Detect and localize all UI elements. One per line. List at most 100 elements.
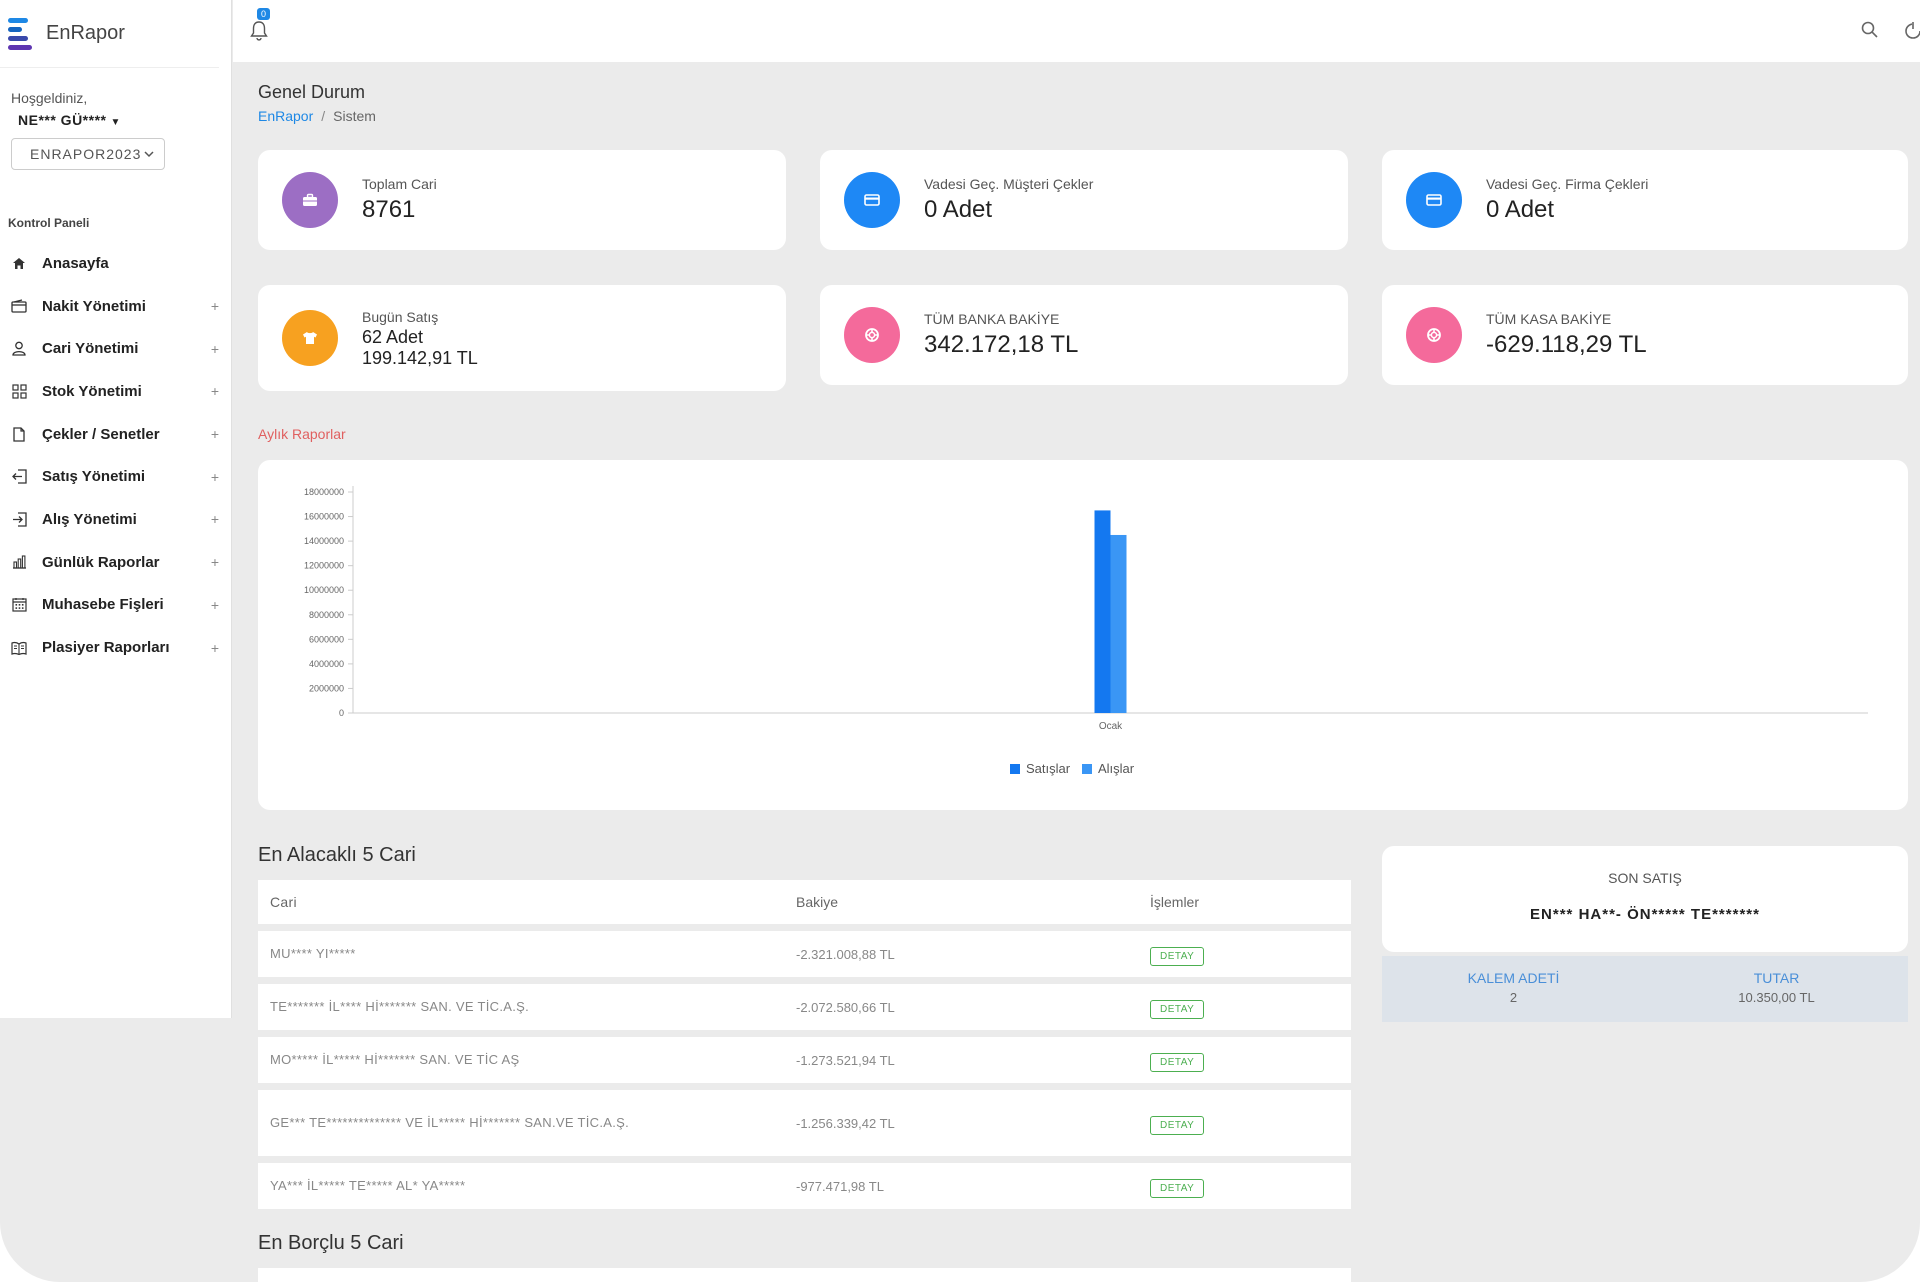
stat-label: TÜM KASA BAKİYE bbox=[1486, 311, 1612, 327]
y-tick-label: 0 bbox=[339, 708, 344, 718]
table-header: Cari Bakiye İşlemler bbox=[258, 880, 1351, 924]
son-satis-title: SON SATIŞ bbox=[1608, 870, 1682, 886]
detay-button[interactable]: DETAY bbox=[1150, 999, 1205, 1019]
sidebar-item-plasiyer[interactable]: Plasiyer Raporları + bbox=[0, 626, 231, 669]
expand-plus-icon[interactable]: + bbox=[210, 596, 219, 613]
sidebar-item-label: Alış Yönetimi bbox=[42, 510, 137, 528]
borclu-table-header bbox=[258, 1268, 1351, 1282]
breadcrumb-separator: / bbox=[321, 108, 326, 124]
stat-card-banka-bakiye[interactable]: TÜM BANKA BAKİYE 342.172,18 TL bbox=[820, 285, 1348, 385]
breadcrumb-root-link[interactable]: EnRapor bbox=[258, 108, 314, 124]
expand-plus-icon[interactable]: + bbox=[210, 298, 219, 315]
expand-plus-icon[interactable]: + bbox=[210, 468, 219, 485]
sidebar-item-cari[interactable]: Cari Yönetimi + bbox=[0, 327, 231, 370]
sidebar-item-muhasebe[interactable]: Muhasebe Fişleri + bbox=[0, 584, 231, 627]
expand-plus-icon[interactable]: + bbox=[210, 340, 219, 357]
bar-alislar-0[interactable] bbox=[1110, 534, 1127, 713]
sidebar-item-cekler[interactable]: Çekler / Senetler + bbox=[0, 413, 231, 456]
sign-out-icon bbox=[10, 469, 28, 484]
page-title: Genel Durum bbox=[258, 82, 366, 102]
detay-button[interactable]: DETAY bbox=[1150, 946, 1205, 966]
expand-plus-icon[interactable]: + bbox=[210, 426, 219, 443]
sidebar-item-nakit[interactable]: Nakit Yönetimi + bbox=[0, 285, 231, 328]
cell-bakiye: -977.471,98 TL bbox=[796, 1178, 884, 1194]
son-satis-customer: EN*** HA**- ÖN***** TE******* bbox=[1530, 906, 1760, 923]
power-icon[interactable] bbox=[1904, 20, 1920, 40]
brand-name: EnRapor bbox=[46, 22, 125, 44]
sidebar-item-label: Cari Yönetimi bbox=[42, 340, 139, 358]
cell-bakiye: -2.321.008,88 TL bbox=[796, 946, 895, 962]
monthly-bar-chart: 0 2000000 4000000 6000000 8000000 10000000 120… bbox=[304, 486, 1868, 776]
legend-swatch bbox=[1010, 764, 1020, 774]
expand-plus-icon[interactable]: + bbox=[210, 383, 219, 400]
search-icon[interactable] bbox=[1860, 20, 1880, 40]
welcome-text: Hoşgeldiniz, bbox=[11, 90, 88, 106]
expand-plus-icon[interactable]: + bbox=[210, 639, 219, 656]
legend-label[interactable]: Alışlar bbox=[1098, 761, 1135, 776]
stat-value-secondary: 199.142,91 TL bbox=[362, 348, 478, 368]
column-header-cari: Cari bbox=[270, 894, 297, 910]
section-title-borclu: En Borçlu 5 Cari bbox=[258, 1232, 404, 1254]
user-icon bbox=[10, 341, 28, 356]
cell-cari: GE*** TE************** VE İL***** Hİ****… bbox=[270, 1115, 629, 1130]
home-icon bbox=[10, 257, 28, 270]
sidebar-item-gunluk[interactable]: Günlük Raporlar + bbox=[0, 541, 231, 584]
expand-plus-icon[interactable]: + bbox=[210, 554, 219, 571]
detay-button[interactable]: DETAY bbox=[1150, 1178, 1205, 1198]
detay-button[interactable]: DETAY bbox=[1150, 1115, 1205, 1135]
cell-cari: YA*** İL***** TE***** AL* YA***** bbox=[270, 1178, 466, 1193]
y-tick-label: 16000000 bbox=[304, 512, 344, 522]
bar-satislar-0[interactable] bbox=[1094, 510, 1111, 713]
brand[interactable]: EnRapor bbox=[0, 0, 219, 68]
sidebar-item-label: Nakit Yönetimi bbox=[42, 297, 146, 315]
stat-card-kasa-bakiye[interactable]: TÜM KASA BAKİYE -629.118,29 TL bbox=[1382, 285, 1908, 385]
sidebar-item-label: Çekler / Senetler bbox=[42, 425, 160, 443]
legend-label[interactable]: Satışlar bbox=[1026, 761, 1071, 776]
stat-card-bugun-satis[interactable]: Bugün Satış 62 Adet 199.142,91 TL bbox=[258, 285, 786, 391]
tutar-label: TUTAR bbox=[1753, 970, 1800, 986]
y-tick-label: 6000000 bbox=[309, 634, 344, 644]
detay-button[interactable]: DETAY bbox=[1150, 1052, 1205, 1072]
sidebar-item-anasayfa[interactable]: Anasayfa bbox=[0, 242, 231, 285]
tutar-value: 10.350,00 TL bbox=[1738, 990, 1815, 1005]
sidebar-item-satis[interactable]: Satış Yönetimi + bbox=[0, 455, 231, 498]
nav-header: Kontrol Paneli bbox=[8, 216, 90, 230]
cell-bakiye: -1.256.339,42 TL bbox=[796, 1115, 895, 1131]
table-row: MO***** İL***** Hİ******* SAN. VE TİC AŞ… bbox=[258, 1037, 1351, 1083]
bell-icon[interactable] bbox=[249, 20, 269, 42]
sidebar-item-alis[interactable]: Alış Yönetimi + bbox=[0, 498, 231, 541]
stat-card-musteri-cekler[interactable]: Vadesi Geç. Müşteri Çekler 0 Adet bbox=[820, 150, 1348, 250]
stat-value: -629.118,29 TL bbox=[1486, 331, 1647, 358]
column-header-islemler: İşlemler bbox=[1150, 894, 1200, 910]
sidebar-item-label: Günlük Raporlar bbox=[42, 553, 160, 571]
cell-bakiye: -2.072.580,66 TL bbox=[796, 999, 895, 1015]
stat-card-toplam-cari[interactable]: Toplam Cari 8761 bbox=[258, 150, 786, 250]
user-menu[interactable]: NE*** GÜ**** ▼ bbox=[0, 106, 231, 128]
topbar: 0 bbox=[233, 0, 1920, 62]
stat-value: 342.172,18 TL bbox=[924, 331, 1079, 358]
sidebar-item-stok[interactable]: Stok Yönetimi + bbox=[0, 370, 231, 413]
stat-label: Vadesi Geç. Firma Çekleri bbox=[1486, 176, 1649, 192]
stat-label: Bugün Satış bbox=[362, 309, 439, 325]
y-tick-label: 8000000 bbox=[309, 610, 344, 620]
stat-value: 8761 bbox=[362, 196, 416, 223]
database-select[interactable]: ENRAPOR2023 bbox=[11, 138, 165, 170]
bar-chart-icon bbox=[10, 555, 28, 569]
sidebar-nav: Anasayfa Nakit Yönetimi + Cari Yönetimi … bbox=[0, 242, 231, 669]
stat-label: Toplam Cari bbox=[362, 176, 437, 192]
cell-cari: MO***** İL***** Hİ******* SAN. VE TİC AŞ bbox=[270, 1052, 520, 1067]
table-row: YA*** İL***** TE***** AL* YA***** -977.4… bbox=[258, 1163, 1351, 1209]
kalem-adeti: KALEM ADETİ 2 bbox=[1382, 970, 1645, 1005]
user-name: NE*** GÜ**** bbox=[18, 112, 107, 128]
enrapor-logo-icon bbox=[8, 14, 32, 54]
y-tick-label: 4000000 bbox=[309, 659, 344, 669]
sidebar: EnRapor Hoşgeldiniz, NE*** GÜ**** ▼ ENRAP… bbox=[0, 0, 232, 1018]
section-title-alacakli: En Alacaklı 5 Cari bbox=[258, 844, 416, 866]
tutar: TUTAR 10.350,00 TL bbox=[1645, 970, 1908, 1005]
expand-plus-icon[interactable]: + bbox=[210, 511, 219, 528]
chevron-down-icon bbox=[144, 151, 154, 158]
document-icon bbox=[10, 426, 28, 442]
x-tick-label: Ocak bbox=[1099, 721, 1123, 732]
stat-card-firma-cekleri[interactable]: Vadesi Geç. Firma Çekleri 0 Adet bbox=[1382, 150, 1908, 250]
